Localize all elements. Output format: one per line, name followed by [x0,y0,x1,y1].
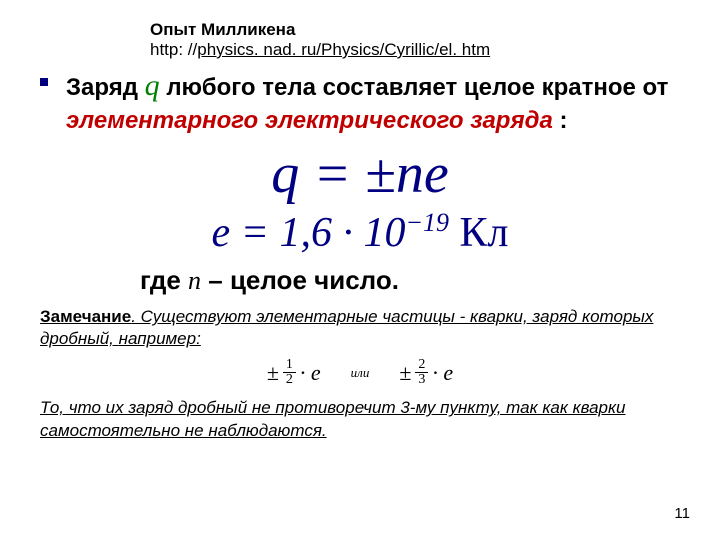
main-red-em: элементарного электрического заряда [66,107,553,134]
remark-tail: например: [119,329,201,348]
dot-e-2: · e [432,360,453,386]
experiment-title: Опыт Милликена [150,20,680,40]
formula-e-exp: −19 [405,208,449,237]
frac2-den: 3 [415,373,428,387]
formula-e-value: e = 1,6 · 10−19 Кл [40,208,680,257]
pm-sign-1: ± [267,360,279,386]
fraction-1: 1 2 [283,358,296,387]
final-note: То, что их заряд дробный не противоречит… [40,397,680,443]
frac1-den: 2 [283,373,296,387]
link-prefix: http: // [150,40,197,59]
where-part2: – целое число. [201,265,399,295]
fraction-2: 2 3 [415,358,428,387]
q-variable: q [145,69,160,102]
page-number: 11 [674,505,690,522]
frac1-num: 1 [283,358,296,373]
or-word: или [351,365,370,381]
main-part1: Заряд [66,74,145,101]
pm-sign-2: ± [399,360,411,386]
fraction-row: ± 1 2 · e или ± 2 3 · e [40,358,680,387]
fraction-item-1: ± 1 2 · e [267,358,321,387]
frac2-num: 2 [415,358,428,373]
source-link-row: http: //physics. nad. ru/Physics/Cyrilli… [150,40,680,60]
remark-label: Замечание [40,307,131,326]
bullet-icon [40,78,48,86]
source-link[interactable]: physics. nad. ru/Physics/Cyrillic/el. ht… [197,40,490,59]
remark-block: Замечание. Существуют элементарные части… [40,306,680,350]
fraction-item-2: ± 2 3 · e [399,358,453,387]
where-clause: где n – целое число. [140,265,680,296]
where-n: n [188,266,201,295]
formula-e-lhs: e = 1,6 · 10 [211,210,405,256]
formula-e-unit: Кл [449,210,508,256]
where-part1: где [140,265,188,295]
dot-e-1: · e [300,360,321,386]
main-part3: : [553,107,568,134]
main-statement: Заряд q любого тела составляет целое кра… [66,66,680,136]
formula-q-ne: q = ±ne [40,142,680,206]
main-part2: любого тела составляет целое кратное от [166,74,668,101]
